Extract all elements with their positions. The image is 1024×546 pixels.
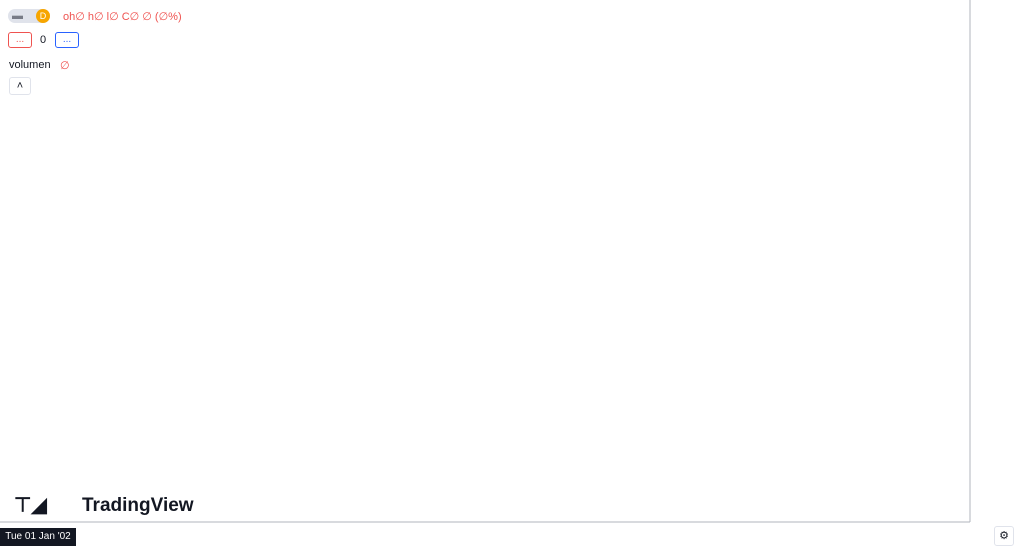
- settings[interactable]: ⚙: [994, 526, 1014, 546]
- collapse-button[interactable]: ˄: [9, 77, 31, 95]
- ohlc-legend: oh∅ h∅ l∅ C∅ ∅ (∅%): [63, 11, 182, 23]
- volume-label: volumen: [9, 59, 51, 71]
- crosshair-date: Tue 01 Jan '02: [0, 528, 76, 546]
- button[interactable]: ...: [55, 32, 79, 48]
- volume-value: ∅: [60, 60, 70, 72]
- interval-pill[interactable]: ▬ D: [8, 9, 50, 23]
- brand-logo: ⊤◢: [14, 494, 47, 516]
- pill-icon: ▬: [12, 10, 23, 22]
- brand: TradingView: [82, 495, 194, 516]
- interval: D: [36, 9, 50, 23]
- indicator-value: 0: [40, 34, 47, 46]
- button[interactable]: ...: [8, 32, 32, 48]
